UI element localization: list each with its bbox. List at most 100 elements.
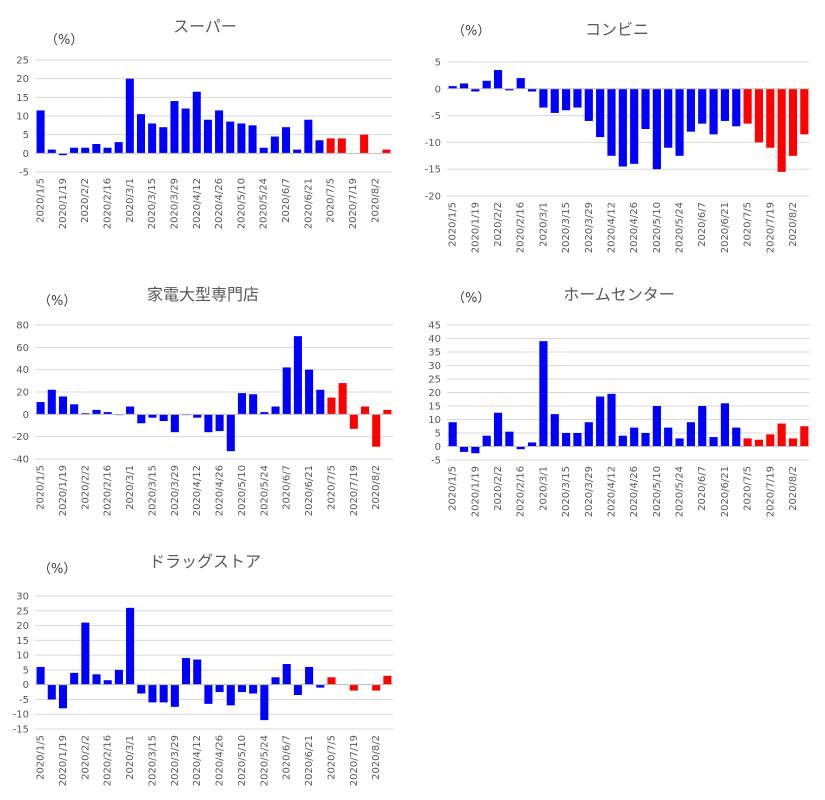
bar	[148, 684, 157, 703]
bar	[193, 414, 202, 418]
bar	[170, 414, 179, 433]
bar	[58, 684, 67, 709]
x-tick-label: 2020/3/29	[584, 202, 595, 253]
y-tick-label: -5	[431, 111, 441, 122]
bar	[584, 88, 593, 121]
y-tick-label: 5	[435, 429, 441, 440]
y-tick-label: 15	[16, 636, 29, 647]
bar	[237, 393, 246, 415]
bar	[493, 70, 503, 89]
x-tick-label: 2020/7/19	[349, 465, 360, 516]
x-tick-label: 2020/3/15	[147, 465, 158, 516]
bar	[698, 88, 707, 124]
bar	[281, 127, 291, 154]
bar	[326, 138, 335, 154]
y-tick-label: 0	[435, 442, 441, 453]
bar	[58, 396, 67, 415]
bar	[304, 119, 313, 154]
x-tick-label: 2020/4/26	[214, 178, 225, 229]
x-tick-label: 2020/8/2	[788, 466, 799, 511]
y-tick-label: -5	[19, 695, 29, 706]
bar	[249, 394, 258, 415]
bar	[630, 88, 639, 164]
bar	[126, 406, 135, 415]
y-tick-label: 25	[16, 56, 29, 67]
y-tick-label: 30	[16, 592, 29, 603]
chart-panel-convenience-store: コンビニ （%） -20 -15 -10 -5 0 5 2020/1/5 2020/1/19 202…	[412, 0, 825, 265]
chart-home-center: ホームセンター （%） -5 0 5 10 15 20 25 30 35 40 45 2020/1/5 20…	[428, 285, 810, 517]
y-tick-label: 45	[428, 321, 441, 332]
bar	[260, 412, 269, 415]
y-tick-label: -5	[19, 168, 29, 179]
x-tick-label: 2020/4/12	[606, 466, 617, 517]
x-tick-label: 2020/2/16	[516, 466, 527, 517]
bar	[315, 140, 324, 154]
x-tick-label: 2020/7/5	[326, 465, 337, 510]
bar	[103, 680, 112, 685]
y-tick-label: -20	[13, 432, 29, 443]
chart-title: コンビニ	[585, 20, 649, 39]
x-tick-label: 2020/6/7	[697, 202, 708, 247]
x-tick-label: 2020/1/19	[58, 735, 69, 786]
x-tick-label: 2020/1/19	[58, 178, 69, 229]
x-tick-label: 2020/3/1	[125, 735, 136, 780]
x-tick-label: 2020/7/5	[743, 466, 754, 511]
x-tick-label: 2020/7/5	[743, 202, 754, 247]
x-tick-label: 2020/3/1	[538, 202, 549, 247]
y-tick-label: 60	[16, 343, 29, 354]
x-tick-label: 2020/8/2	[371, 735, 382, 780]
bar	[607, 393, 616, 447]
x-tick-label: 2020/4/12	[192, 465, 203, 516]
x-tick-label: 2020/3/15	[561, 202, 572, 253]
bar	[641, 433, 650, 447]
bar	[527, 442, 537, 447]
bar	[550, 414, 559, 447]
y-tick-label: 40	[16, 365, 29, 376]
x-tick-label: 2020/1/5	[36, 735, 47, 780]
bar	[226, 121, 235, 154]
bar	[516, 446, 525, 450]
bar	[81, 147, 90, 154]
bar	[148, 123, 157, 154]
bar	[159, 684, 168, 703]
bar	[204, 414, 213, 433]
chart-panel-drugstore: ドラッグストア （%） -15 -10 -5 0 5 10 15 20 25 30 2020/1/5 20…	[0, 530, 412, 796]
bar	[70, 404, 79, 415]
chart-title: ホームセンター	[563, 285, 675, 304]
bar	[293, 684, 302, 696]
y-tick-label: 10	[16, 651, 29, 662]
y-tick-label: 0	[23, 410, 29, 421]
bar	[182, 658, 191, 685]
bar	[539, 88, 548, 108]
x-tick-label: 2020/2/2	[493, 202, 504, 247]
bar	[720, 403, 730, 447]
bar	[81, 622, 90, 685]
bar	[92, 409, 101, 415]
unit-label: （%）	[452, 291, 490, 306]
bar	[459, 83, 469, 89]
bar	[114, 669, 123, 685]
x-tick-label: 2020/1/5	[448, 466, 459, 511]
bar	[383, 675, 392, 685]
bar	[70, 672, 79, 685]
x-tick-label: 2020/3/15	[147, 735, 158, 786]
x-tick-label: 2020/7/19	[765, 202, 776, 253]
bar	[596, 88, 605, 138]
x-tick-label: 2020/7/19	[348, 178, 359, 229]
bar	[562, 433, 571, 447]
x-tick-label: 2020/2/16	[103, 178, 114, 229]
bar	[237, 684, 246, 693]
bar	[181, 108, 190, 154]
bar	[360, 134, 369, 154]
bar	[271, 677, 280, 685]
bar	[607, 88, 616, 156]
bar	[47, 149, 56, 154]
bar	[282, 367, 291, 415]
y-tick-label: 15	[16, 93, 29, 104]
unit-label: （%）	[452, 24, 490, 39]
bar	[349, 414, 358, 429]
x-tick-label: 2020/1/19	[470, 466, 481, 517]
bar	[382, 149, 391, 154]
bar	[573, 433, 582, 447]
chart-panel-electronics-store: 家電大型専門店 （%） -40 -20 0 20 40 60 80 2020/1/5 2020/1/…	[0, 265, 412, 530]
